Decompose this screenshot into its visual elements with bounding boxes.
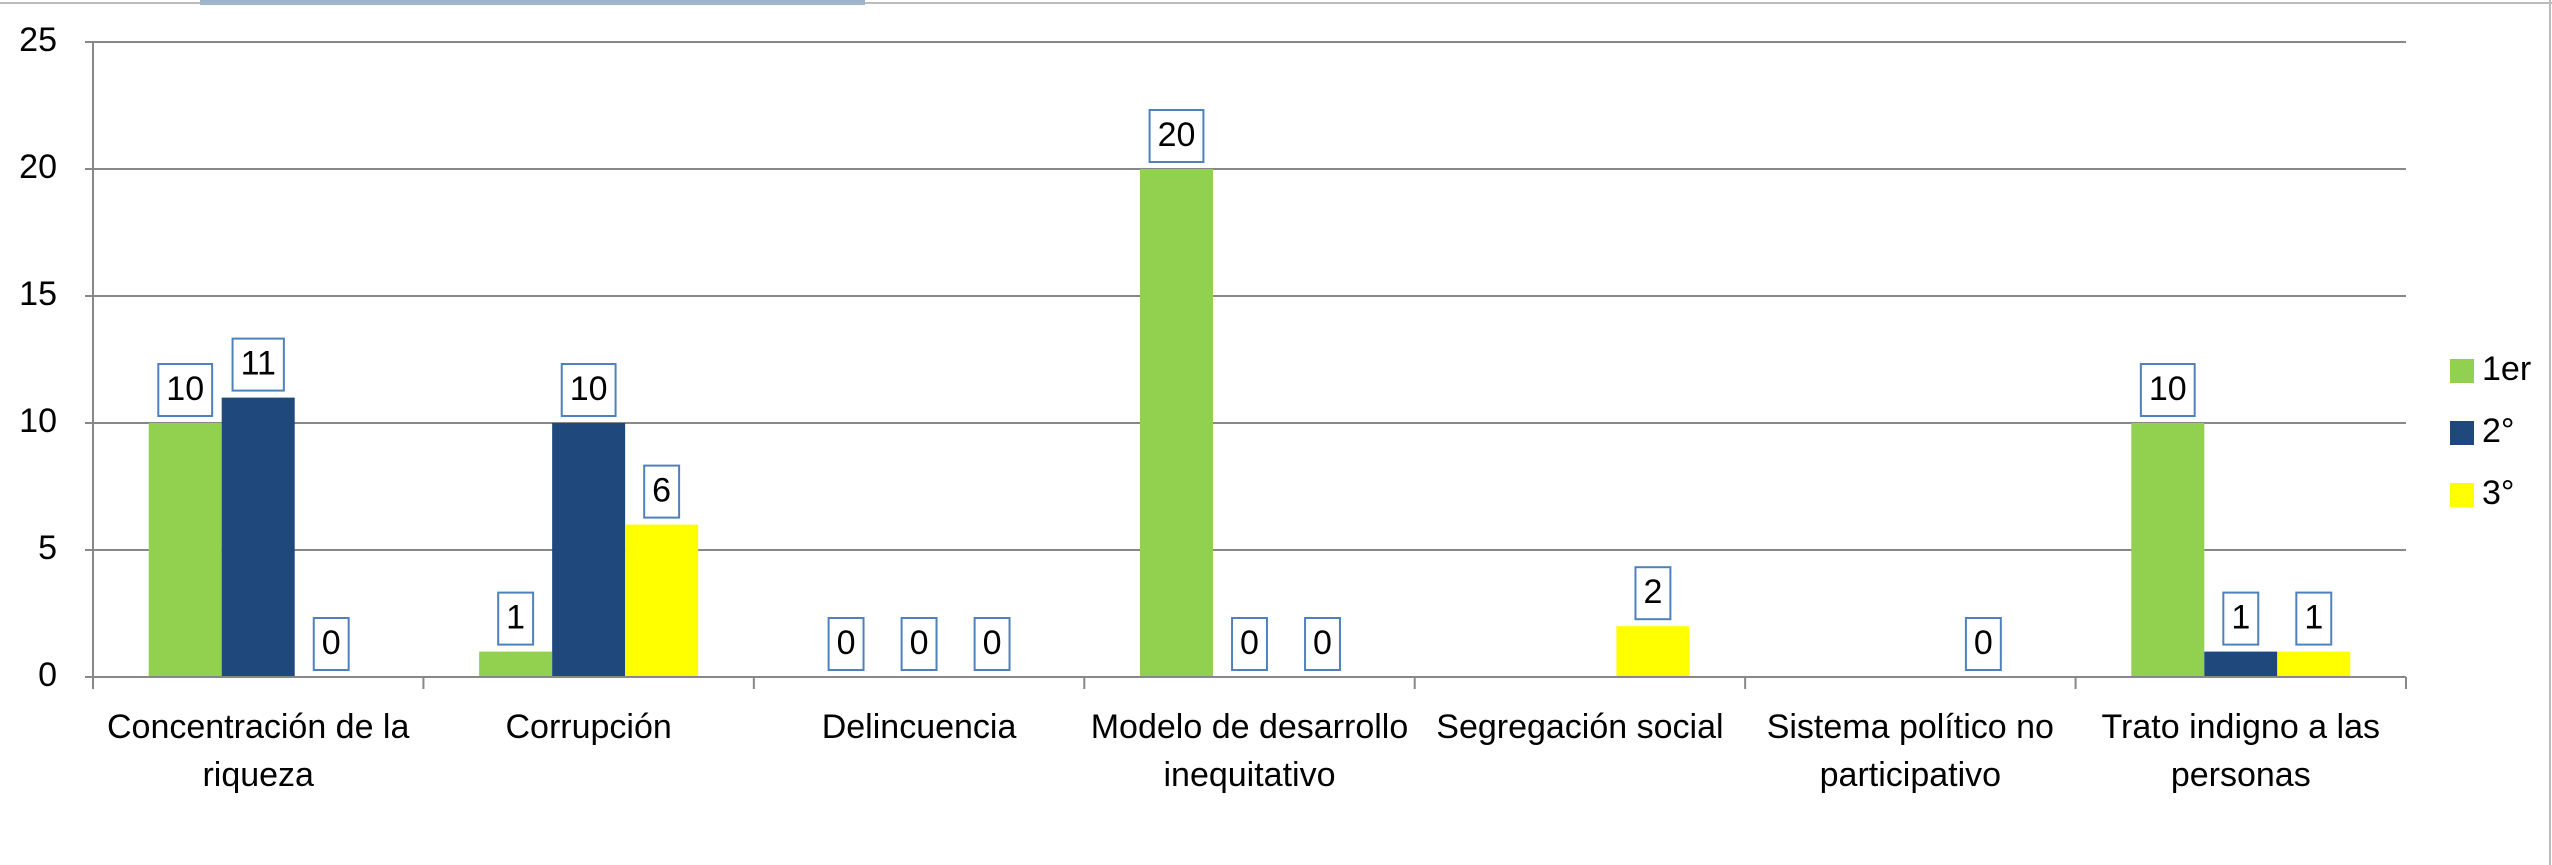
legend-label: 3° — [2482, 474, 2515, 512]
value-label: 0 — [910, 624, 929, 662]
bar — [2204, 651, 2278, 677]
value-label: 6 — [652, 472, 671, 510]
value-label-box — [1964, 617, 2002, 671]
value-label: 10 — [166, 370, 204, 408]
legend-label: 2° — [2482, 412, 2515, 450]
value-label: 10 — [570, 370, 608, 408]
value-label-box — [2222, 591, 2260, 646]
value-label-box — [1304, 617, 1341, 671]
bar — [479, 651, 553, 677]
y-tick-label: 20 — [19, 148, 57, 186]
value-label-box — [560, 363, 617, 417]
value-label: 2 — [1643, 573, 1662, 611]
value-label-box — [1634, 566, 1672, 621]
bar — [552, 423, 626, 677]
value-label-box — [2139, 363, 2196, 417]
legend-swatch — [2450, 359, 2474, 383]
value-label: 11 — [241, 345, 276, 383]
value-label-box — [973, 617, 1011, 671]
bar — [1616, 626, 1690, 677]
value-label-box — [497, 591, 535, 646]
value-label-box — [827, 617, 865, 671]
bar — [2131, 423, 2205, 677]
value-label: 0 — [1240, 624, 1259, 662]
x-tick-label: Trato indigno a las personas — [2101, 708, 2381, 794]
value-label: 1 — [2304, 599, 2323, 637]
value-label: 0 — [1974, 624, 1993, 662]
bar — [148, 423, 222, 677]
bar — [2277, 651, 2351, 677]
x-tick-label: Modelo de desarrollo inequitativo — [1090, 708, 1409, 794]
value-label: 0 — [837, 624, 856, 662]
value-label-box — [312, 617, 350, 671]
legend-label: 1er — [2482, 350, 2531, 388]
value-label: 20 — [1158, 116, 1196, 154]
legend-swatch — [2450, 483, 2474, 507]
value-label: 1 — [2231, 599, 2250, 637]
image-fragment — [200, 0, 865, 5]
bar — [625, 524, 699, 677]
y-tick-label: 0 — [38, 656, 57, 694]
value-label: 1 — [506, 599, 525, 637]
value-label: 0 — [322, 624, 341, 662]
value-label: 0 — [983, 624, 1002, 662]
x-tick-label: Sistema político no participativo — [1766, 708, 2054, 794]
value-label-box — [231, 337, 285, 392]
x-tick-label: Segregación social — [1436, 708, 1724, 746]
y-tick-label: 10 — [19, 402, 57, 440]
bar — [1140, 169, 1213, 677]
value-label: 0 — [1313, 624, 1332, 662]
y-tick-label: 15 — [19, 275, 57, 313]
value-label-box — [1148, 109, 1205, 163]
value-label-box — [157, 363, 214, 417]
x-tick-label: Corrupción — [505, 708, 672, 746]
value-label-box — [2295, 591, 2333, 646]
value-label-box — [900, 617, 938, 671]
x-tick-label: Delincuencia — [821, 708, 1017, 746]
y-tick-label: 5 — [38, 529, 57, 567]
bar — [221, 397, 295, 677]
value-label-box — [1231, 617, 1268, 671]
legend-swatch — [2450, 421, 2474, 445]
value-label-box — [643, 464, 681, 519]
x-tick-label: Concentración de la riqueza — [106, 708, 410, 794]
y-tick-label: 25 — [19, 21, 57, 59]
value-label: 10 — [2149, 370, 2187, 408]
